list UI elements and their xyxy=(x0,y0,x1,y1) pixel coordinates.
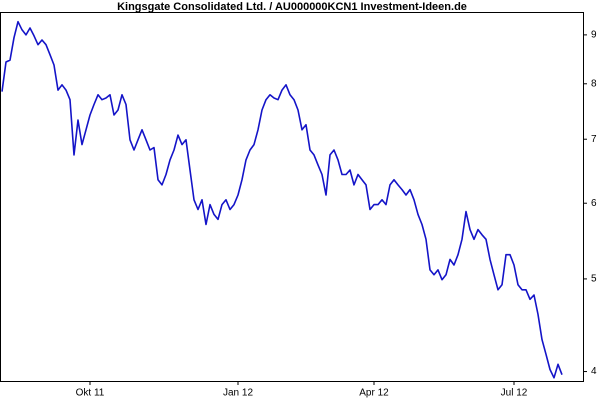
x-tick-label: Jul 12 xyxy=(501,388,528,399)
y-tick-label: 5 xyxy=(591,274,597,285)
x-tick-label: Jan 12 xyxy=(223,388,253,399)
y-tick-label: 6 xyxy=(591,198,597,209)
price-line xyxy=(1,20,563,379)
x-tick-label: Okt 11 xyxy=(76,388,105,399)
x-tick-label: Apr 12 xyxy=(359,388,389,399)
y-tick-label: 8 xyxy=(591,78,597,89)
y-tick-label: 7 xyxy=(591,134,597,145)
chart-title: Kingsgate Consolidated Ltd. / AU000000KC… xyxy=(117,1,467,13)
y-tick-label: 4 xyxy=(591,366,597,377)
y-tick-label: 9 xyxy=(591,30,597,41)
plot-frame xyxy=(0,12,584,382)
